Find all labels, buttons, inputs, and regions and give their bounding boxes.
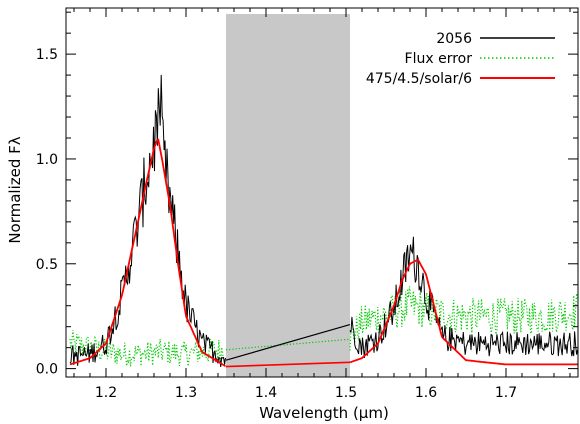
x-tick-label: 1.5 [335,385,357,401]
y-tick-label: 0.0 [36,362,58,378]
x-axis-label: Wavelength (μm) [259,404,389,422]
x-tick-label: 1.2 [95,385,117,401]
y-axis-label: Normalized Fλ [6,136,24,243]
series-1 [69,286,578,367]
x-tick-label: 1.6 [415,385,437,401]
y-tick-label: 1.0 [36,152,58,168]
series-0-segment-0 [69,74,226,368]
series-0-segment-1 [349,236,578,358]
series-2-segment-0 [69,138,226,367]
y-tick-label: 0.5 [36,257,58,273]
x-tick-label: 1.3 [175,385,197,401]
plot-frame [65,7,579,378]
masked-region [226,14,350,377]
x-tick-label: 1.7 [495,385,517,401]
x-tick-label: 1.4 [255,385,277,401]
legend-label-0: 2056 [436,31,472,47]
legend-label-1: Flux error [405,51,473,67]
series-2-gap-line [225,361,351,368]
series-2 [69,138,578,368]
legend-label-2: 475/4.5/solar/6 [366,71,472,87]
y-tick-label: 1.5 [36,47,58,63]
series-0-gap-line [225,324,351,361]
series-1-segment-1 [349,286,578,351]
legend: 2056 Flux error 475/4.5/solar/6 [366,31,555,87]
series-2-segment-1 [349,258,578,366]
